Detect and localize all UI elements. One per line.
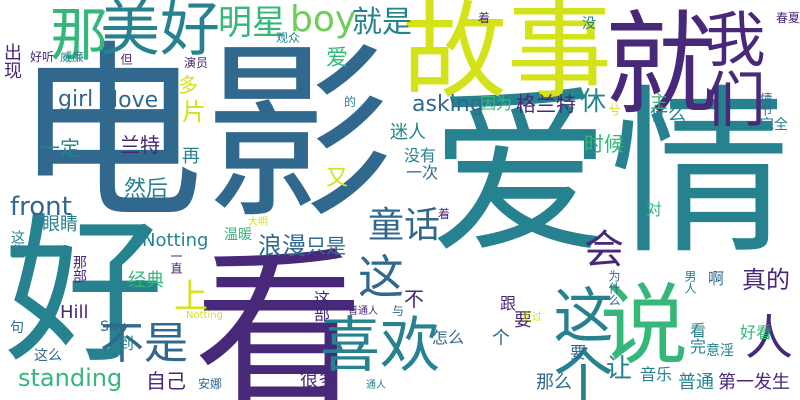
word-a: 啊 <box>708 271 724 287</box>
word-gelante: 格兰特 <box>516 94 576 114</box>
word-you: 又 <box>326 168 348 190</box>
word-qingjie: 情节 <box>760 92 772 116</box>
word-wennuan: 温暖 <box>224 228 252 242</box>
word-duo: 多 <box>178 75 198 95</box>
word-notting-small: Notting <box>186 311 223 321</box>
word-zhe-top: 着 <box>478 12 490 24</box>
word-zhe: 这 <box>358 254 404 300</box>
word-wanquan: 完全 <box>760 118 788 132</box>
word-meihao: 美好 <box>100 0 220 60</box>
word-dama: 大明 <box>248 218 268 228</box>
word-yao2: 要 <box>570 345 586 361</box>
word-zouguo: 走过 <box>522 313 542 323</box>
word-rang: 让 <box>606 356 632 382</box>
word-yiyin: 意淫 <box>706 344 734 358</box>
word-hui: 会 <box>580 228 620 268</box>
word-mei: 没 <box>582 17 596 31</box>
word-zhishi: 只是 <box>306 236 346 256</box>
word-xiu: 休 <box>580 89 606 115</box>
word-putongren: 普通人 <box>348 307 378 317</box>
word-shang: 上 <box>174 280 208 314</box>
word-yinyue: 音乐 <box>640 367 672 383</box>
word-ranhou: 然后 <box>124 179 168 201</box>
word-notting-mid: Notting <box>142 232 208 250</box>
word-weishenme: 为什么 <box>608 270 620 306</box>
word-asking: asking <box>412 94 484 116</box>
word-fang: 兮 <box>608 104 620 116</box>
word-putong: 普通 <box>678 374 714 392</box>
word-henduo: 很多 <box>300 372 336 390</box>
word-zhe-small: 着 <box>438 208 450 220</box>
word-yinwei: 因为 <box>480 96 512 112</box>
word-zhebu: 这部 <box>312 290 328 322</box>
word-say: Say <box>100 320 126 334</box>
word-standing: standing <box>18 366 122 390</box>
word-zai: 再 <box>182 148 200 166</box>
word-ge: 个 <box>492 330 510 348</box>
word-chuxian: 出现 <box>2 43 20 79</box>
word-girl: girl <box>58 89 93 111</box>
word-zhu: 主 <box>650 94 668 112</box>
word-zenme: 怎么 <box>432 330 464 346</box>
word-zhema: 这么 <box>34 349 62 363</box>
word-chunhua: 春夏 <box>776 12 800 24</box>
word-hill: Hill <box>60 304 89 322</box>
word-nabu: 那部 <box>72 255 86 283</box>
word-diyi: 第一 <box>718 374 754 392</box>
word-women: 我们 <box>700 8 760 128</box>
word-ziji: 自己 <box>146 371 186 391</box>
word-zhende: 真的 <box>742 268 790 292</box>
word-love: love <box>112 90 158 112</box>
word-dan: 但 <box>120 53 132 65</box>
word-mirenzhi: 迷人 <box>390 124 426 142</box>
word-meiyou: 没有 <box>404 148 436 164</box>
word-xihuan: 喜欢 <box>320 316 440 376</box>
word-guanzhong: 观众 <box>276 32 300 44</box>
word-kanwan: 看完 <box>688 322 704 354</box>
word-yiding: 一定 <box>40 138 80 158</box>
word-lante: 兰特 <box>120 135 160 155</box>
word-jiushi: 就是 <box>352 8 412 38</box>
word-tonghua: 童话 <box>368 208 440 244</box>
word-ai-small: 爱 <box>326 48 348 70</box>
word-yiyan: 一直 <box>170 250 182 274</box>
word-nanren: 男人 <box>684 270 696 294</box>
word-fasheng: 发生 <box>754 374 790 392</box>
word-dao: 到 <box>118 336 134 352</box>
word-dui: 对 <box>646 202 662 218</box>
word-dianhua: 的 <box>344 96 356 108</box>
word-langman: 浪漫 <box>258 234 306 258</box>
word-pian: 片 <box>182 100 206 124</box>
word-yanyuan: 演员 <box>184 57 208 69</box>
word-tongren: 通人 <box>366 381 386 391</box>
word-yici: 一次 <box>406 165 438 181</box>
word-zhexie: 这些 <box>10 230 24 258</box>
word-haokan: 好看 <box>740 325 772 341</box>
word-bu: 不 <box>404 289 424 309</box>
word-weilian: 威廉 <box>60 51 84 63</box>
word-yu: 与 <box>392 305 404 317</box>
word-anna: 安娜 <box>198 378 222 390</box>
word-haoting: 好听 <box>30 51 54 63</box>
word-ju: 句 <box>10 321 24 335</box>
word-jingdian: 经典 <box>128 272 164 290</box>
word-yanjing: 眼睛 <box>42 216 78 234</box>
word-shihou: 时候 <box>584 134 624 154</box>
word-nameme: 那么 <box>536 374 572 392</box>
